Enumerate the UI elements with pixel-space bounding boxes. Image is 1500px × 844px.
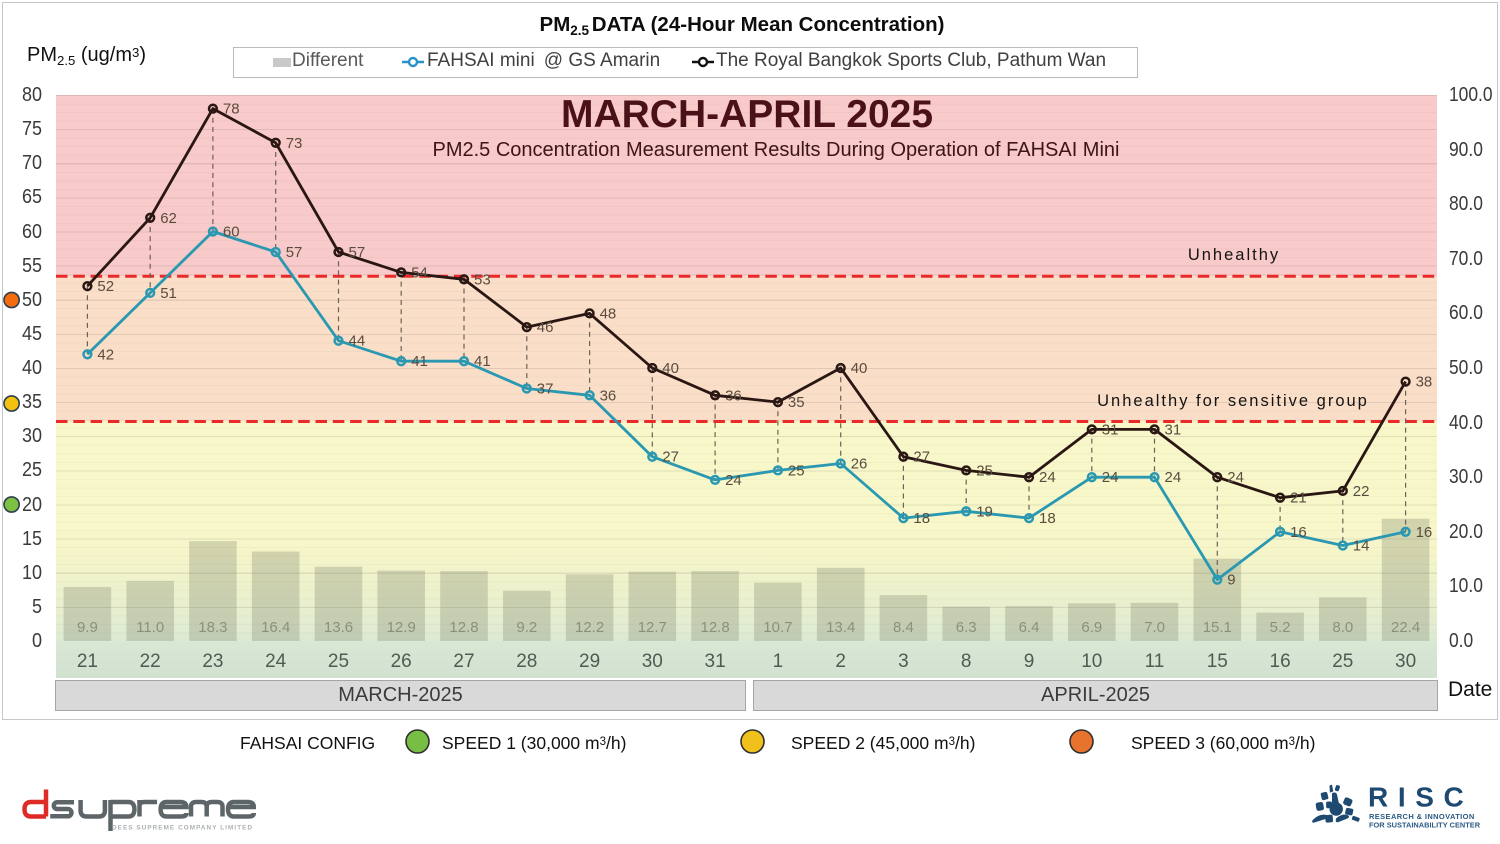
svg-text:18: 18	[1039, 510, 1056, 527]
svg-text:31: 31	[1102, 421, 1119, 438]
svg-text:51: 51	[160, 285, 177, 302]
svg-text:24: 24	[1039, 469, 1056, 486]
svg-text:22: 22	[1353, 483, 1370, 500]
svg-text:25: 25	[788, 462, 805, 479]
svg-text:11.0: 11.0	[136, 619, 164, 636]
svg-text:12.8: 12.8	[449, 619, 478, 636]
svg-text:44: 44	[349, 333, 366, 350]
svg-text:8.4: 8.4	[893, 619, 914, 636]
svg-text:8.0: 8.0	[1332, 619, 1353, 636]
svg-text:13.6: 13.6	[324, 619, 353, 636]
svg-text:38: 38	[1416, 374, 1433, 391]
svg-text:6.3: 6.3	[956, 619, 977, 636]
svg-text:41: 41	[411, 353, 428, 370]
svg-text:24: 24	[725, 472, 742, 489]
svg-text:40: 40	[851, 360, 868, 377]
svg-text:26: 26	[851, 456, 868, 473]
svg-text:42: 42	[97, 346, 114, 363]
svg-text:57: 57	[286, 244, 303, 261]
svg-text:6.4: 6.4	[1019, 619, 1040, 636]
svg-text:9.2: 9.2	[516, 619, 537, 636]
svg-text:12.9: 12.9	[387, 619, 416, 636]
svg-text:RISC: RISC	[1368, 782, 1473, 813]
svg-text:RESEARCH & INNOVATION: RESEARCH & INNOVATION	[1369, 812, 1475, 821]
svg-text:14: 14	[1353, 538, 1370, 555]
svg-text:9: 9	[1227, 572, 1235, 589]
svg-text:78: 78	[223, 101, 240, 118]
svg-text:36: 36	[600, 387, 617, 404]
svg-text:19: 19	[976, 503, 993, 520]
svg-text:24: 24	[1227, 469, 1244, 486]
svg-text:27: 27	[913, 449, 930, 466]
svg-text:12.7: 12.7	[638, 619, 667, 636]
svg-text:40: 40	[662, 360, 679, 377]
svg-text:24: 24	[1165, 469, 1182, 486]
svg-text:52: 52	[97, 278, 114, 295]
svg-text:21: 21	[1290, 490, 1307, 507]
svg-text:FOR SUSTAINABILITY CENTER: FOR SUSTAINABILITY CENTER	[1369, 821, 1481, 830]
svg-text:36: 36	[725, 387, 742, 404]
svg-text:25: 25	[976, 462, 993, 479]
svg-text:60: 60	[223, 224, 240, 241]
svg-text:57: 57	[349, 244, 366, 261]
svg-text:18: 18	[913, 510, 930, 527]
svg-text:48: 48	[600, 305, 617, 322]
svg-text:16: 16	[1416, 524, 1433, 541]
svg-text:53: 53	[474, 271, 491, 288]
svg-text:12.2: 12.2	[575, 619, 604, 636]
svg-text:46: 46	[537, 319, 554, 336]
svg-text:7.0: 7.0	[1144, 619, 1165, 636]
svg-text:16.4: 16.4	[261, 619, 290, 636]
svg-text:10.7: 10.7	[763, 619, 792, 636]
svg-text:6.9: 6.9	[1081, 619, 1102, 636]
svg-text:9.9: 9.9	[77, 619, 98, 636]
svg-text:73: 73	[286, 135, 303, 152]
svg-text:13.4: 13.4	[826, 619, 855, 636]
svg-text:22.4: 22.4	[1391, 619, 1420, 636]
svg-text:16: 16	[1290, 524, 1307, 541]
svg-text:35: 35	[788, 394, 805, 411]
svg-text:12.8: 12.8	[700, 619, 729, 636]
svg-text:37: 37	[537, 381, 554, 398]
svg-text:27: 27	[662, 449, 679, 466]
svg-text:31: 31	[1165, 421, 1182, 438]
svg-text:15.1: 15.1	[1203, 619, 1232, 636]
svg-text:54: 54	[411, 264, 428, 281]
svg-text:41: 41	[474, 353, 491, 370]
svg-text:62: 62	[160, 210, 177, 227]
svg-text:5.2: 5.2	[1270, 619, 1291, 636]
svg-text:24: 24	[1102, 469, 1119, 486]
svg-text:18.3: 18.3	[198, 619, 227, 636]
svg-text:DEES SUPREME COMPANY LIMITED: DEES SUPREME COMPANY LIMITED	[112, 825, 253, 832]
